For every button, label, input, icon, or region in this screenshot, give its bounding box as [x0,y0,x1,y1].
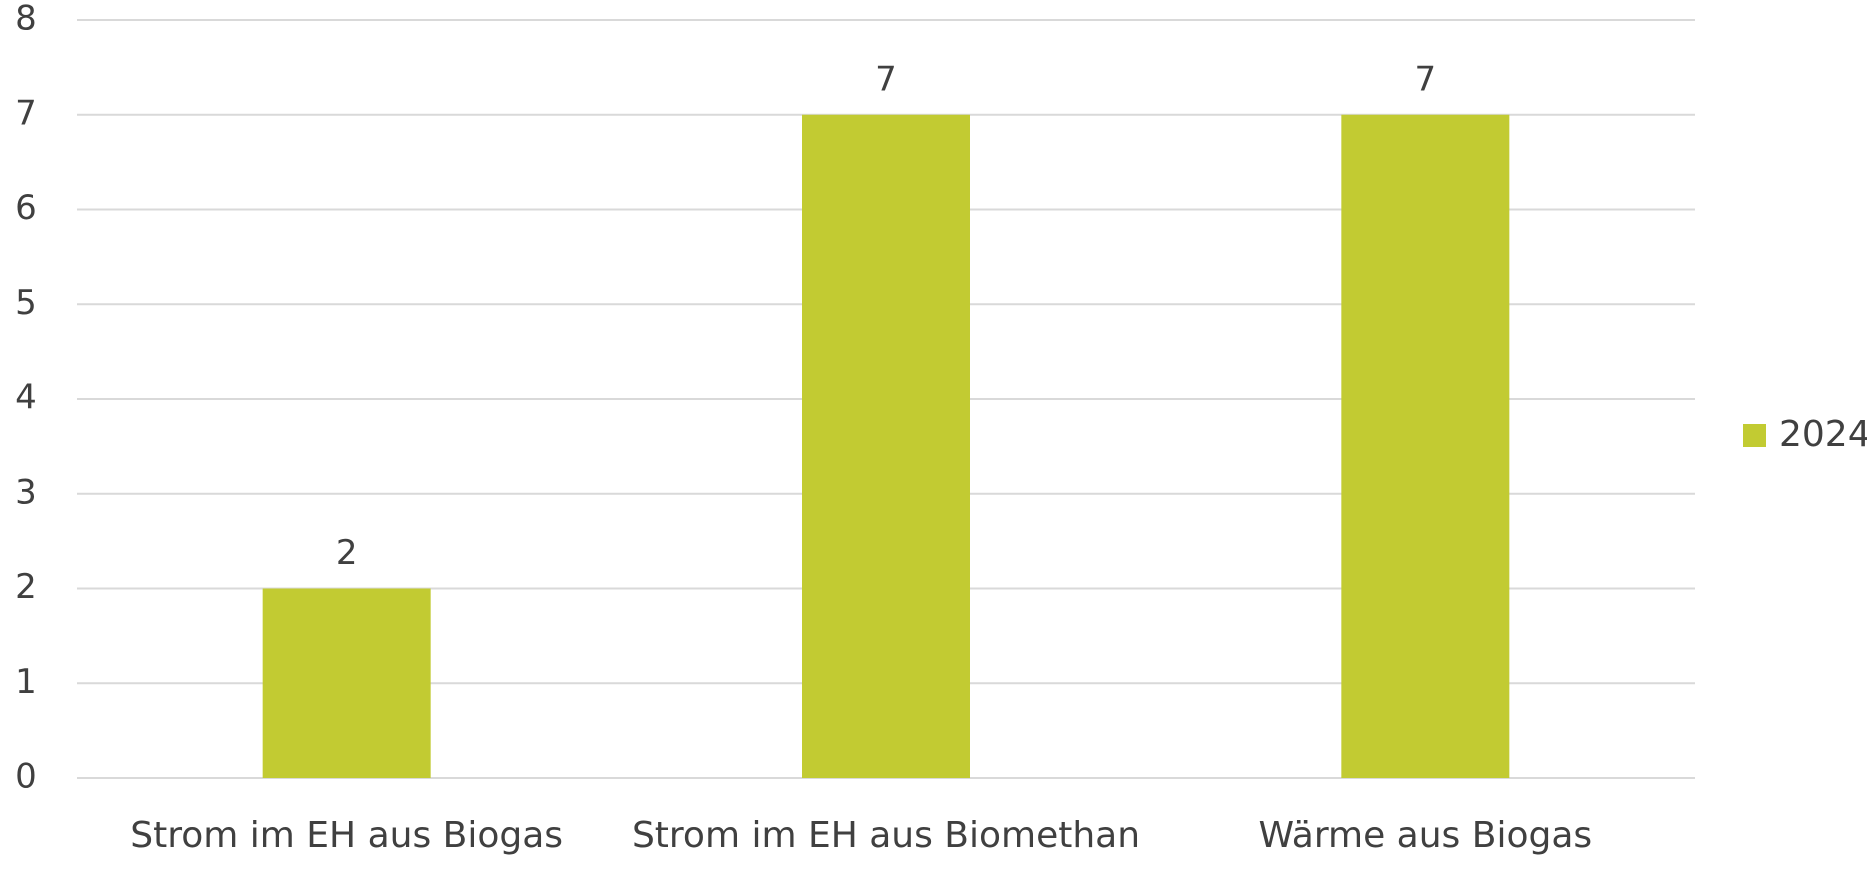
bar [802,114,970,778]
legend-swatch [1743,424,1766,447]
y-tick-label: 6 [15,188,37,228]
y-tick-label: 3 [15,472,37,512]
y-tick-label: 1 [15,662,37,702]
x-tick-label: Wärme aus Biogas [1259,815,1593,856]
y-tick-label: 2 [15,567,37,607]
y-tick-label: 4 [15,378,37,418]
bar [262,588,431,778]
data-label: 2 [336,533,358,573]
y-tick-label: 5 [15,283,37,323]
data-label: 7 [1415,59,1437,99]
bar [1341,114,1510,778]
y-tick-label: 8 [15,0,37,39]
y-tick-label: 0 [15,757,37,797]
data-label: 7 [875,59,897,99]
legend-label: 2024 [1779,414,1867,455]
x-tick-label: Strom im EH aus Biogas [130,815,563,856]
x-tick-label: Strom im EH aus Biomethan [632,815,1140,856]
y-tick-label: 7 [15,93,37,133]
